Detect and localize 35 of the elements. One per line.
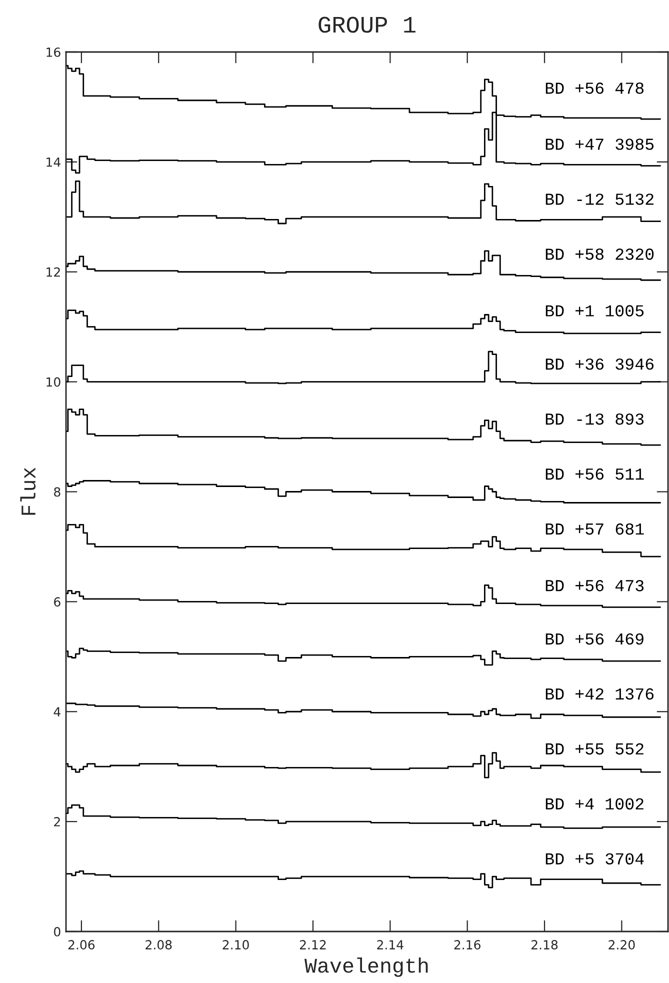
y-tick-label: 2 xyxy=(54,817,60,826)
series-label: BD +55 552 xyxy=(546,743,644,755)
y-tick-label: 8 xyxy=(54,487,60,497)
series-label: BD +47 3985 xyxy=(546,138,654,150)
series-label: BD +5 3704 xyxy=(546,853,644,865)
x-tick-label: 2.16 xyxy=(454,940,480,950)
series-label: BD +58 2320 xyxy=(546,248,654,260)
x-axis-title: Wavelength xyxy=(304,957,428,977)
series-label: BD -13 893 xyxy=(546,413,644,425)
x-tick-label: 2.12 xyxy=(300,940,326,950)
series-label: BD +57 681 xyxy=(546,523,644,535)
y-tick-label: 14 xyxy=(46,158,60,167)
series-label: BD +56 478 xyxy=(546,82,644,94)
x-tick-label: 2.08 xyxy=(146,940,172,950)
y-tick-label: 6 xyxy=(54,597,60,607)
series-label: BD +56 473 xyxy=(546,580,644,592)
x-tick-label: 2.10 xyxy=(222,940,249,950)
series-label: BD +56 469 xyxy=(546,633,644,645)
y-tick-label: 4 xyxy=(54,707,60,716)
y-axis-title: Flux xyxy=(20,468,36,515)
series-label: BD +1 1005 xyxy=(546,305,644,316)
series-label: BD +4 1002 xyxy=(546,798,644,810)
y-tick-label: 0 xyxy=(54,926,60,936)
x-tick-label: 2.14 xyxy=(377,940,404,950)
x-tick-label: 2.06 xyxy=(68,940,95,950)
x-tick-label: 2.20 xyxy=(608,940,635,950)
y-tick-label: 12 xyxy=(46,267,60,277)
y-tick-label: 16 xyxy=(46,47,60,57)
series-label: BD +56 511 xyxy=(546,468,644,480)
x-tick-label: 2.18 xyxy=(532,940,558,950)
y-tick-label: 10 xyxy=(46,377,60,387)
series-label: BD -12 5132 xyxy=(546,194,654,205)
chart-title: GROUP 1 xyxy=(318,16,416,33)
series-label: BD +42 1376 xyxy=(546,688,654,700)
series-label: BD +36 3946 xyxy=(546,358,654,370)
